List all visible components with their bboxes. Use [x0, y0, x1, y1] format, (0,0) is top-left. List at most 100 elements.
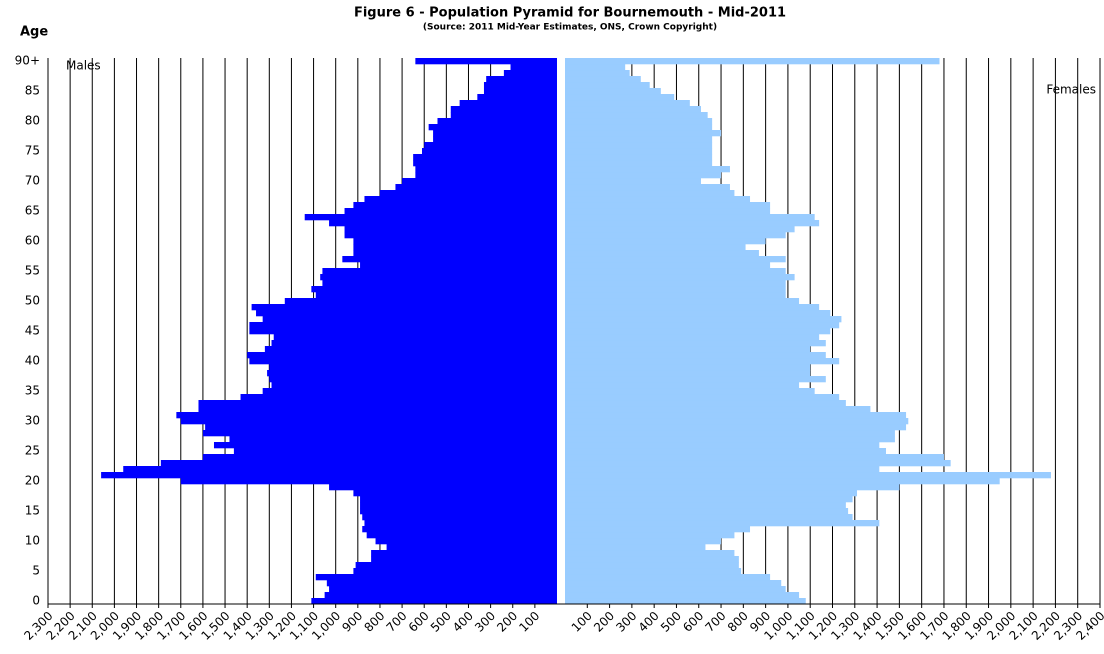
y-tick-label: 20 [25, 474, 40, 488]
bar [355, 562, 557, 569]
bar [565, 124, 713, 131]
x-tick-label: 100 [516, 609, 542, 635]
bar [262, 316, 557, 323]
bar [229, 436, 558, 443]
bar [565, 520, 880, 527]
bar [311, 286, 557, 293]
bar [360, 496, 557, 503]
bar [360, 262, 557, 269]
bar [329, 586, 557, 593]
bar [565, 388, 815, 395]
bar [269, 376, 557, 383]
bar [565, 208, 771, 215]
bar [565, 118, 713, 125]
y-tick-label: 65 [25, 204, 40, 218]
bar [565, 352, 826, 359]
bar [565, 274, 795, 281]
bar [450, 106, 557, 113]
bar [415, 58, 557, 65]
bar [353, 244, 557, 251]
bar [565, 196, 751, 203]
x-tick-label: 600 [680, 609, 706, 635]
bar [322, 280, 557, 287]
bar [565, 496, 853, 503]
x-tick-label: 500 [658, 609, 684, 635]
bar [565, 244, 746, 251]
bar [565, 346, 811, 353]
bar [486, 76, 557, 83]
bar [565, 364, 811, 371]
bar [264, 346, 557, 353]
x-tick-label: 200 [494, 609, 520, 635]
bar [315, 292, 557, 299]
bar [565, 394, 840, 401]
bar [565, 448, 886, 455]
bar [565, 340, 826, 347]
bar [565, 76, 641, 83]
bar [477, 94, 557, 101]
bar [437, 118, 557, 125]
bar [415, 166, 557, 173]
x-tick-label: 100 [569, 609, 595, 635]
bar [180, 478, 558, 485]
bar [353, 238, 557, 245]
bar [565, 280, 786, 287]
bar [565, 304, 820, 311]
bar [483, 82, 557, 89]
bar [240, 394, 557, 401]
bar [123, 466, 558, 473]
bar [565, 328, 831, 335]
bar [565, 172, 722, 179]
bar [565, 136, 713, 143]
bar [202, 454, 558, 461]
bar [415, 172, 557, 179]
bar [395, 184, 557, 191]
bar [565, 160, 713, 167]
bar [362, 526, 557, 533]
bar [371, 550, 557, 557]
bar [413, 154, 557, 161]
x-tick-label: 400 [450, 609, 476, 635]
bar [565, 70, 630, 77]
bar [364, 520, 557, 527]
bar [565, 466, 880, 473]
bar [565, 316, 842, 323]
bar [565, 88, 661, 95]
bar [565, 178, 701, 185]
bar [344, 232, 557, 239]
bar [565, 544, 706, 551]
bar [322, 268, 557, 275]
bar [565, 556, 739, 563]
y-axis-label: Age [20, 25, 48, 40]
bar [565, 286, 786, 293]
bar [565, 292, 786, 299]
bar [269, 364, 557, 371]
bar [565, 94, 675, 101]
y-tick-label: 90+ [15, 54, 40, 68]
bar [271, 340, 557, 347]
bar [205, 424, 557, 431]
bar [213, 442, 557, 449]
bar [176, 412, 558, 419]
bar [565, 250, 759, 257]
x-tick-label: 900 [339, 609, 365, 635]
bar [565, 598, 806, 605]
bar [565, 370, 811, 377]
bar [433, 130, 557, 137]
bar [565, 562, 739, 569]
bar [344, 226, 557, 233]
y-tick-label: 15 [25, 504, 40, 518]
bar [565, 460, 951, 467]
bar [565, 550, 735, 557]
bar [565, 148, 713, 155]
y-tick-label: 35 [25, 384, 40, 398]
y-tick-label: 0 [32, 594, 40, 608]
bar [233, 448, 558, 455]
bar [565, 184, 730, 191]
bar [565, 298, 800, 305]
bar [565, 202, 771, 209]
bar [510, 64, 557, 71]
bar [304, 214, 557, 221]
bar [565, 268, 786, 275]
